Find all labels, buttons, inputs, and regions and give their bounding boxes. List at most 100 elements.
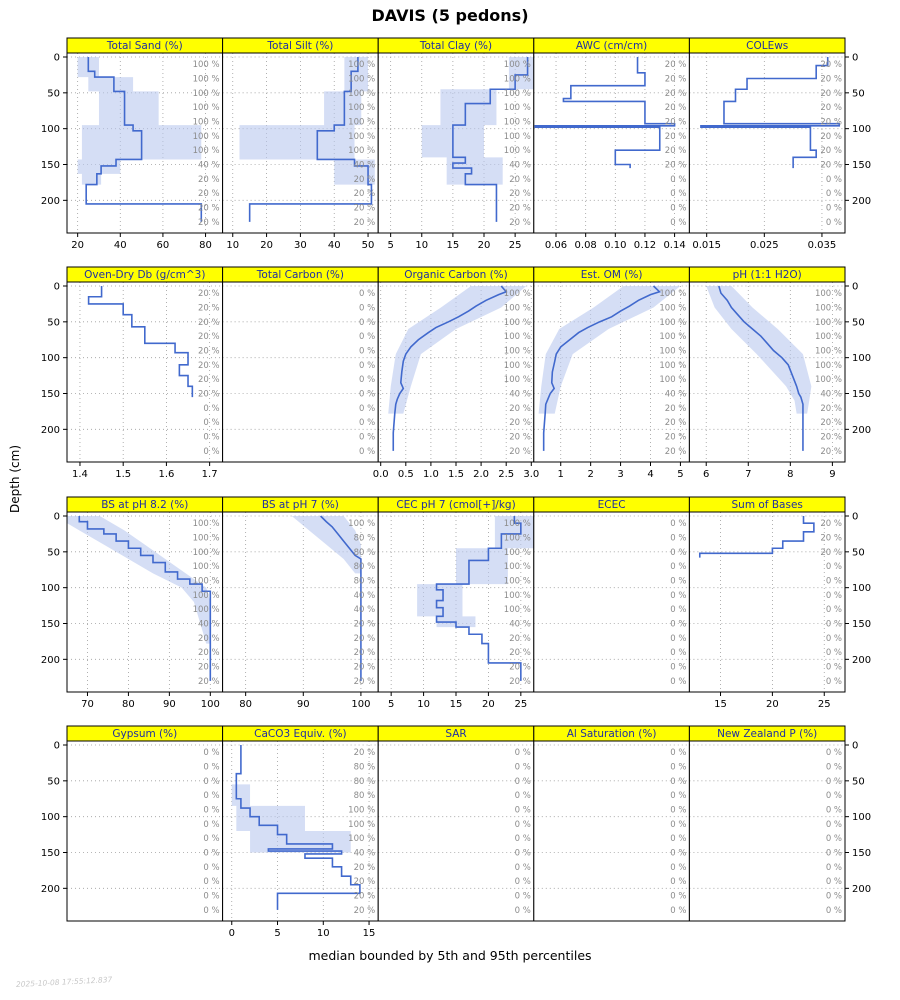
contributing-fraction-label: 0 % <box>826 748 842 758</box>
x-tick-label: 5 <box>677 469 683 480</box>
contributing-fraction-label: 0 % <box>359 447 375 457</box>
percentile-band <box>388 286 527 414</box>
contributing-fraction-label: 0 % <box>670 218 686 228</box>
contributing-fraction-label: 0 % <box>670 834 686 844</box>
contributing-fraction-label: 0 % <box>670 534 686 544</box>
x-tick-label: 0.10 <box>604 240 626 251</box>
x-tick-label: 8 <box>787 469 793 480</box>
contributing-fraction-label: 40 % <box>509 161 531 171</box>
contributing-fraction-label: 20 % <box>820 447 842 457</box>
x-tick-label: 1 <box>558 469 564 480</box>
contributing-fraction-label: 100 % <box>193 548 220 558</box>
panel-strip-title: COLEws <box>746 40 788 52</box>
panel-total-clay: Total Clay (%) 100 % 100 % 100 % 100 % 100 % 1… <box>377 37 535 251</box>
depth-tick-label: 50 <box>47 88 60 99</box>
contributing-fraction-label: 0 % <box>826 777 842 787</box>
depth-tick-label: 200 <box>852 196 871 207</box>
contributing-fraction-label: 20 % <box>820 418 842 428</box>
median-line <box>320 515 362 681</box>
x-tick-label: 10 <box>226 240 239 251</box>
contributing-fraction-label: 20 % <box>509 218 531 228</box>
median-line <box>85 57 203 222</box>
x-tick-label: 5 <box>388 699 394 710</box>
contributing-fraction-label: 0 % <box>826 677 842 687</box>
contributing-fraction-label: 0 % <box>670 777 686 787</box>
median-line <box>700 57 841 169</box>
panel-strip-title: CEC pH 7 (cmol[+]/kg) <box>396 499 515 511</box>
contributing-fraction-label: 20 % <box>665 447 687 457</box>
x-tick-label: 50 <box>362 240 375 251</box>
contributing-fraction-label: 0 % <box>826 877 842 887</box>
contributing-fraction-label: 100 % <box>193 605 220 615</box>
depth-tick-label: 200 <box>41 425 60 436</box>
x-tick-label: 9 <box>829 469 835 480</box>
contributing-fraction-label: 20 % <box>354 175 376 185</box>
contributing-fraction-label: 20 % <box>198 347 220 357</box>
contributing-fraction-label: 20 % <box>665 404 687 414</box>
panel-gypsum: Gypsum (%) 0 % 0 % 0 % 0 % 0 % 0 % 0 % 0 % 0 % 0 %… <box>41 725 224 922</box>
x-tick-label: 1.0 <box>423 469 439 480</box>
contributing-fraction-label: 20 % <box>198 677 220 687</box>
contributing-fraction-label: 20 % <box>820 89 842 99</box>
contributing-fraction-label: 0 % <box>670 648 686 658</box>
contributing-fraction-label: 100 % <box>348 132 375 142</box>
contributing-fraction-label: 20 % <box>198 175 220 185</box>
panel-colews: COLEws 20 % 20 % 20 % 20 % 20 % 20 % 20 % 20 % 0 … <box>688 37 871 251</box>
depth-tick-label: 50 <box>852 317 865 328</box>
contributing-fraction-label: 40 % <box>354 591 376 601</box>
contributing-fraction-label: 20 % <box>198 304 220 314</box>
contributing-fraction-label: 0 % <box>515 849 531 859</box>
contributing-fraction-label: 0 % <box>670 748 686 758</box>
contributing-fraction-label: 0 % <box>359 289 375 299</box>
contributing-fraction-label: 0 % <box>515 877 531 887</box>
panel-plot-area <box>689 282 845 462</box>
contributing-fraction-label: 40 % <box>354 605 376 615</box>
panel-organic-carbon: Organic Carbon (%) 100 % 100 % 100 % 100 % 10… <box>373 266 539 480</box>
contributing-fraction-label: 20 % <box>820 161 842 171</box>
contributing-fraction-label: 0 % <box>670 620 686 630</box>
panel-border <box>688 52 846 234</box>
panel-strip-title: Gypsum (%) <box>112 728 177 740</box>
contributing-fraction-label: 20 % <box>354 906 376 916</box>
contributing-fraction-label: 0 % <box>359 361 375 371</box>
x-tick-label: 2.5 <box>498 469 514 480</box>
x-tick-label: 5 <box>387 240 393 251</box>
contributing-fraction-label: 20 % <box>198 218 220 228</box>
contributing-fraction-label: 20 % <box>354 204 376 214</box>
x-tick-label: 10 <box>415 240 428 251</box>
contributing-fraction-label: 20 % <box>665 418 687 428</box>
contributing-fraction-label: 0 % <box>670 663 686 673</box>
contributing-fraction-label: 0 % <box>359 347 375 357</box>
x-tick-label: 15 <box>714 699 727 710</box>
x-tick-label: 20 <box>482 699 495 710</box>
contributing-fraction-label: 0 % <box>826 218 842 228</box>
contributing-fraction-label: 20 % <box>198 375 220 385</box>
contributing-fraction-label: 100 % <box>504 304 531 314</box>
contributing-fraction-label: 100 % <box>815 332 842 342</box>
contributing-fraction-label: 100 % <box>659 304 686 314</box>
panel-border <box>688 281 846 463</box>
contributing-fraction-label: 0 % <box>203 834 219 844</box>
contributing-fraction-label: 20 % <box>665 60 687 70</box>
contributing-fraction-label: 0 % <box>670 634 686 644</box>
panel-strip-title: Organic Carbon (%) <box>404 269 508 281</box>
contributing-fraction-label: 20 % <box>509 634 531 644</box>
depth-tick-label: 100 <box>852 124 871 135</box>
contributing-fraction-label: 20 % <box>198 390 220 400</box>
x-tick-label: 3 <box>617 469 623 480</box>
contributing-fraction-label: 0 % <box>670 863 686 873</box>
contributing-fraction-label: 0 % <box>203 791 219 801</box>
depth-tick-label: 0 <box>852 741 858 752</box>
contributing-fraction-label: 20 % <box>509 404 531 414</box>
x-tick-label: 40 <box>328 240 341 251</box>
contributing-fraction-label: 0 % <box>515 777 531 787</box>
contributing-fraction-label: 100 % <box>504 332 531 342</box>
depth-tick-label: 100 <box>41 812 60 823</box>
contributing-fraction-label: 0 % <box>670 591 686 601</box>
x-tick-label: 3.0 <box>523 469 539 480</box>
contributing-fraction-label: 80 % <box>354 548 376 558</box>
contributing-fraction-label: 100 % <box>504 562 531 572</box>
contributing-fraction-label: 100 % <box>504 89 531 99</box>
contributing-fraction-label: 0 % <box>670 877 686 887</box>
contributing-fraction-label: 0 % <box>826 204 842 214</box>
